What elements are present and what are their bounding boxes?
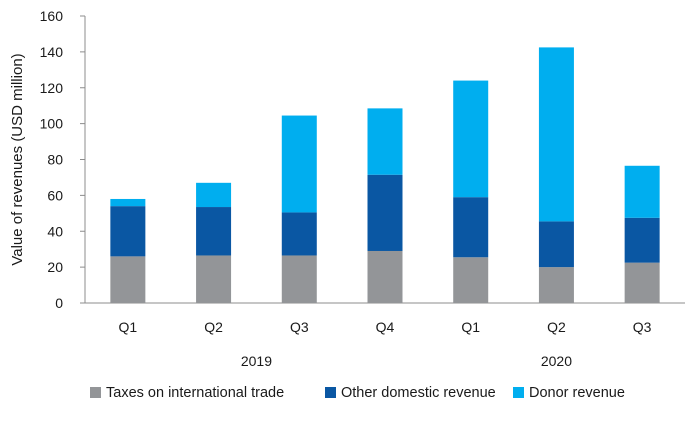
x-tick-label: Q3 [633, 319, 652, 335]
bar-segment-other-domestic [196, 207, 232, 256]
x-tick-label: Q4 [376, 319, 395, 335]
bar-segment-donor [538, 47, 574, 222]
bar-segment-other-domestic [281, 212, 317, 256]
bar-segment-taxes [281, 255, 317, 303]
x-tick-label: Q1 [461, 319, 480, 335]
legend-swatch [513, 387, 524, 398]
bar-segment-taxes [367, 250, 403, 303]
bar-segment-donor [196, 182, 232, 208]
legend: Taxes on international trade Other domest… [90, 385, 625, 401]
x-tick-label: Q2 [547, 319, 566, 335]
y-tick-label: 160 [40, 8, 64, 24]
bar-segment-taxes [453, 257, 489, 303]
y-tick-label: 120 [40, 80, 64, 96]
bar-segment-donor [110, 198, 146, 207]
bar-segment-taxes [538, 267, 574, 303]
bars [110, 47, 660, 303]
y-tick-label: 80 [47, 152, 63, 168]
legend-label: Taxes on international trade [106, 385, 284, 401]
x-tick-label: Q3 [290, 319, 309, 335]
bar-segment-donor [367, 108, 403, 175]
bar-segment-other-domestic [110, 206, 146, 257]
y-tick-label: 20 [47, 259, 63, 275]
bar-segment-taxes [110, 256, 146, 303]
bar-segment-other-domestic [367, 174, 403, 251]
bar-segment-donor [453, 80, 489, 198]
year-group-label: 2020 [541, 353, 572, 369]
year-group-label: 2019 [241, 353, 272, 369]
x-tick-label: Q2 [204, 319, 223, 335]
y-tick-label: 100 [40, 116, 64, 132]
bar-segment-other-domestic [538, 221, 574, 268]
y-tick-label: 40 [47, 223, 63, 239]
bar-segment-other-domestic [453, 197, 489, 258]
bar-segment-taxes [196, 255, 232, 303]
legend-swatch [90, 387, 101, 398]
y-axis-title: Value of revenues (USD million) [9, 53, 26, 265]
bar-segment-taxes [624, 262, 660, 303]
bar-segment-other-domestic [624, 217, 660, 263]
bar-segment-donor [281, 115, 317, 213]
x-tick-label: Q1 [119, 319, 138, 335]
legend-label: Other domestic revenue [341, 385, 496, 401]
y-tick-label: 60 [47, 187, 63, 203]
bar-segment-donor [624, 165, 660, 218]
legend-swatch [325, 387, 336, 398]
y-tick-label: 0 [55, 295, 63, 311]
legend-label: Donor revenue [529, 385, 625, 401]
y-tick-label: 140 [40, 44, 64, 60]
labels: 0 20 40 60 80 100 120 140 160 Value of revenues (… [9, 8, 652, 369]
